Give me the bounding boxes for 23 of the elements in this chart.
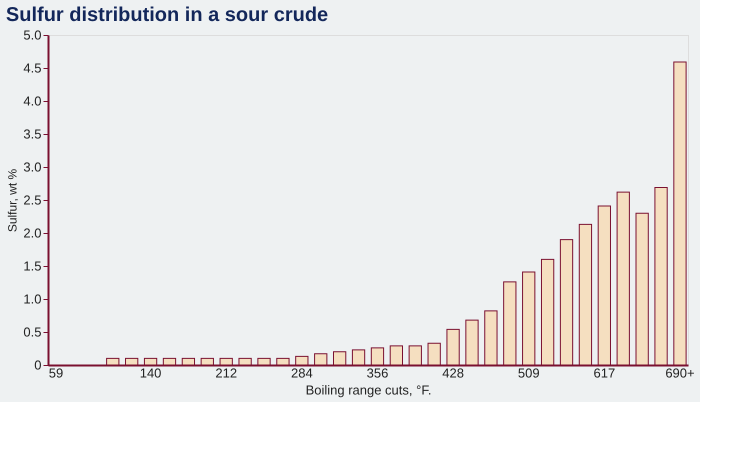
x-tick-label: 428: [442, 366, 464, 380]
y-tick-label: 0: [34, 358, 42, 372]
y-tick-label: 4.5: [23, 60, 42, 76]
x-tick-label: 690+: [665, 366, 695, 380]
y-tick-label: 5.0: [23, 28, 42, 42]
x-axis-title: Boiling range cuts, °F.: [306, 382, 432, 398]
x-tick-label: 356: [366, 366, 388, 380]
x-tick-label: 212: [215, 366, 238, 380]
x-tick-label: 509: [518, 366, 540, 380]
y-tick-label: 2.5: [23, 192, 42, 208]
x-tick-label: 59: [48, 366, 64, 380]
y-tick-label: 4.0: [23, 94, 42, 108]
x-tick-label: 617: [593, 366, 616, 380]
y-tick-label: 2.0: [23, 226, 42, 240]
y-tick-label: 1.5: [23, 258, 42, 274]
y-tick-label: 3.0: [23, 160, 42, 174]
x-tick-label: 140: [140, 366, 162, 380]
y-axis-title: Sulfur, wt %: [5, 168, 20, 232]
y-tick-label: 3.5: [23, 126, 42, 142]
y-tick-label: 1.0: [23, 292, 42, 306]
x-tick-label: 284: [290, 366, 313, 380]
y-tick-label: 0.5: [23, 324, 42, 340]
chart-title: Sulfur distribution in a sour crude: [6, 4, 328, 26]
